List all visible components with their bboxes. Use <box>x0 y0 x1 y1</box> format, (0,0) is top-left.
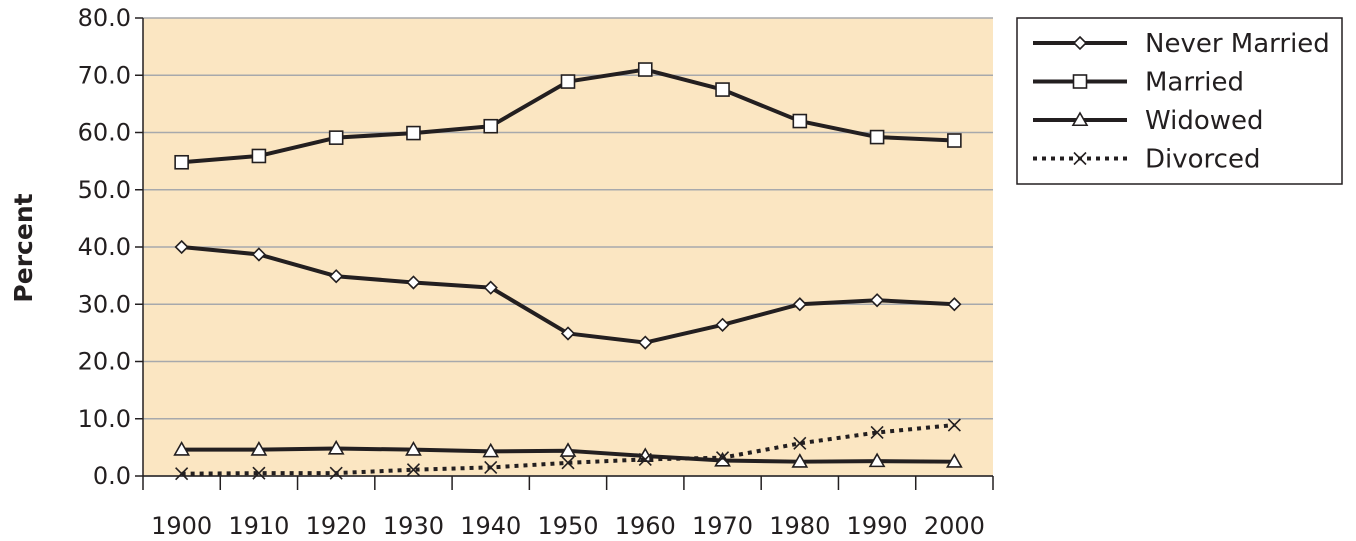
data-point-never-married <box>947 297 962 312</box>
data-point-widowed <box>945 453 963 468</box>
y-tick-label: 0.0 <box>93 462 131 490</box>
y-tick-label: 10.0 <box>78 405 131 433</box>
x-stroke <box>870 425 884 440</box>
data-point-married <box>328 130 344 145</box>
legend-marker-widowed <box>1071 111 1089 127</box>
data-point-never-married <box>174 239 189 255</box>
data-point-widowed <box>559 442 577 457</box>
y-tick-label: 30.0 <box>78 290 131 318</box>
data-point-widowed <box>327 439 345 455</box>
data-point-widowed <box>482 442 500 458</box>
data-point-never-married <box>251 247 267 262</box>
legend-label-never-married: Never Married <box>1145 29 1330 59</box>
y-tick-label: 80.0 <box>78 4 131 32</box>
data-point-never-married <box>406 275 421 290</box>
data-point-divorced <box>406 463 421 477</box>
data-point-widowed <box>791 453 809 468</box>
legend-label-married: Married <box>1145 68 1244 98</box>
x-stroke <box>484 460 498 474</box>
data-point-widowed <box>405 441 422 456</box>
legend-box <box>1016 17 1343 185</box>
data-point-divorced <box>870 425 884 440</box>
x-tick-label: 1950 <box>537 512 598 540</box>
data-point-married <box>792 113 808 129</box>
series-line-divorced <box>181 423 955 476</box>
y-tick-label: 50.0 <box>78 176 131 204</box>
x-tick-label: 1960 <box>615 512 676 540</box>
x-tick-label: 1910 <box>228 512 289 540</box>
x-stroke <box>715 451 730 465</box>
legend-marker-never-married <box>1072 35 1088 51</box>
legend-label-widowed: Widowed <box>1145 106 1264 136</box>
data-point-married <box>406 125 421 141</box>
series-layer <box>173 62 963 481</box>
legend-marker-married <box>1072 74 1088 89</box>
y-tick-label: 20.0 <box>78 348 131 376</box>
data-point-never-married <box>715 317 730 332</box>
data-point-widowed <box>868 452 886 468</box>
x-tick-label: 1920 <box>306 512 367 540</box>
axes <box>142 18 994 490</box>
data-point-divorced <box>715 451 730 465</box>
x-tick-label: 1980 <box>769 512 830 540</box>
x-stroke <box>561 456 575 470</box>
data-point-never-married <box>638 335 653 350</box>
data-point-married <box>174 154 189 170</box>
data-point-divorced <box>175 467 189 481</box>
x-stroke <box>406 463 421 477</box>
series-never-married <box>174 239 962 350</box>
x-stroke <box>175 467 189 481</box>
x-tick-label: 1940 <box>460 512 521 540</box>
data-point-married <box>560 74 576 89</box>
data-point-married <box>483 118 499 134</box>
data-point-widowed <box>173 441 191 456</box>
x-stroke <box>329 466 343 480</box>
data-point-divorced <box>947 418 961 432</box>
x-tick-label: 2000 <box>924 512 985 540</box>
data-point-divorced <box>793 436 807 450</box>
data-point-married <box>637 62 653 77</box>
data-point-widowed <box>250 441 268 456</box>
legend-marker-divorced <box>1073 151 1087 166</box>
data-point-married <box>947 133 962 148</box>
data-point-divorced <box>484 460 498 474</box>
y-tick-label: 60.0 <box>78 119 131 147</box>
data-point-married <box>715 82 730 97</box>
series-widowed <box>173 439 963 468</box>
x-stroke <box>252 466 266 480</box>
y-axis-title: Percent <box>9 193 38 302</box>
x-axis-tick-labels: 1900 1910 1920 1930 1940 1950 1960 1970 1980 1990… <box>151 512 985 540</box>
data-point-never-married <box>560 326 576 341</box>
x-stroke <box>947 418 961 432</box>
y-axis-tick-labels: 0.0 10.0 20.0 30.0 40.0 50.0 60.0 70.0 80.0 <box>78 4 131 490</box>
y-tick-label: 70.0 <box>78 61 131 89</box>
x-tick-label: 1930 <box>383 512 444 540</box>
data-point-married <box>251 148 267 164</box>
x-tick-label: 1970 <box>692 512 753 540</box>
data-point-divorced <box>638 452 652 466</box>
data-point-never-married <box>869 293 885 308</box>
legend-label-divorced: Divorced <box>1145 145 1260 175</box>
x-stroke <box>1073 151 1087 166</box>
data-point-never-married <box>329 269 344 284</box>
data-point-married <box>869 129 885 145</box>
data-point-divorced <box>561 456 575 470</box>
x-stroke <box>638 452 652 466</box>
data-point-divorced <box>329 466 343 480</box>
x-stroke <box>793 436 807 450</box>
x-tick-label: 1990 <box>847 512 908 540</box>
y-tick-label: 40.0 <box>78 233 131 261</box>
series-married <box>174 62 962 170</box>
data-point-divorced <box>252 466 266 480</box>
data-point-never-married <box>483 280 498 295</box>
data-point-never-married <box>792 297 807 312</box>
x-tick-label: 1900 <box>151 512 212 540</box>
series-divorced <box>175 418 961 481</box>
legend: Never Married Married Widowed Divorced <box>1016 17 1343 185</box>
